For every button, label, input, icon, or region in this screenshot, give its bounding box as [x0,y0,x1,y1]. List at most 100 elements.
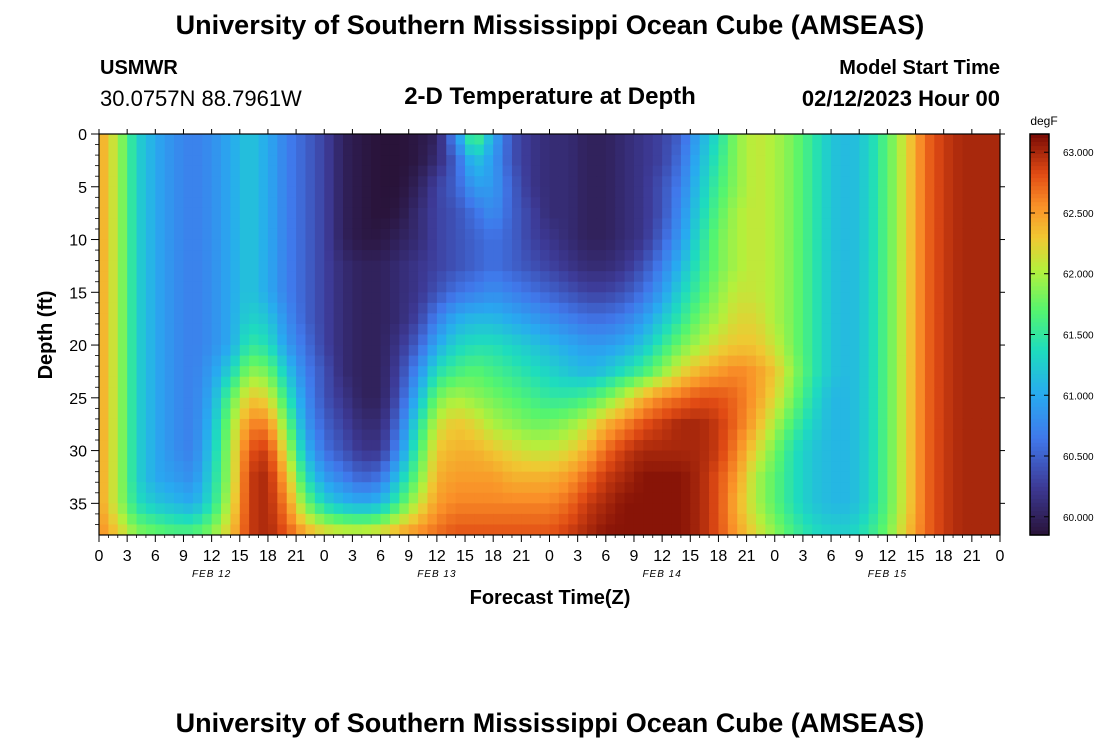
heatmap-cell [239,165,250,177]
heatmap-cell [831,355,842,367]
heatmap-cell [568,418,579,431]
heatmap-cell [971,218,982,230]
heatmap-cell [389,302,400,314]
heatmap-cell [896,239,907,251]
heatmap-cell [633,134,644,146]
heatmap-cell [352,376,363,388]
heatmap-cell [624,144,635,156]
heatmap-cell [971,134,982,146]
heatmap-cell [380,313,391,325]
heatmap-cell [962,355,973,367]
heatmap-cell [305,376,316,388]
day-label: FEB 12 [192,569,231,580]
heatmap-cell [164,313,175,325]
heatmap-cell [296,144,307,156]
heatmap-cell [906,355,917,367]
heatmap-cell [802,218,813,230]
heatmap-cell [314,345,325,357]
heatmap-cell [906,450,917,462]
heatmap-cell [324,207,335,220]
heatmap-cell [643,408,654,420]
heatmap-cell [371,440,382,452]
heatmap-cell [849,503,860,515]
heatmap-cell [211,313,222,325]
heatmap-cell [136,239,147,251]
heatmap-cell [540,376,551,388]
heatmap-cell [465,176,476,188]
heatmap-cell [981,271,992,283]
heatmap-cell [99,513,109,526]
heatmap-cell [615,387,626,399]
heatmap-cell [202,281,213,293]
heatmap-cell [277,461,288,473]
heatmap-cell [108,524,119,535]
heatmap-cell [605,176,616,188]
heatmap-cell [211,302,222,314]
heatmap-cell [361,239,372,251]
heatmap-cell [624,408,635,420]
heatmap-cell [502,503,513,515]
heatmap-cell [680,228,691,241]
heatmap-cell [277,260,288,272]
heatmap-cell [821,239,832,251]
heatmap-cell [465,281,476,293]
heatmap-cell [521,513,532,526]
heatmap-cell [774,228,785,241]
x-tick-label: 6 [151,548,160,565]
heatmap-cell [981,450,992,462]
heatmap-cell [558,376,569,388]
heatmap-cell [821,355,832,367]
colorbar-swatch [1030,518,1049,524]
heatmap-cell [831,376,842,388]
heatmap-cell [164,271,175,283]
x-tick-label: 3 [573,548,582,565]
heatmap-cell [727,440,738,452]
heatmap-cell [145,471,156,483]
heatmap-cell [915,503,926,515]
heatmap-cell [821,492,832,504]
heatmap-cell [183,440,194,452]
x-tick-label: 18 [259,548,277,565]
colorbar-swatch [1030,142,1049,147]
heatmap-cell [877,492,888,504]
heatmap-cell [962,134,973,146]
heatmap-cell [680,334,691,346]
heatmap-cell [427,239,438,251]
heatmap-cell [924,207,935,220]
heatmap-cell [314,165,325,177]
heatmap-cell [418,429,429,441]
heatmap-cell [221,408,231,420]
heatmap-cell [896,302,907,314]
heatmap-cell [981,408,992,420]
heatmap-cell [831,260,842,272]
heatmap-cell [145,228,156,241]
heatmap-cell [981,302,992,314]
heatmap-cell [127,239,138,251]
heatmap-cell [821,387,832,399]
heatmap-cell [418,366,429,378]
heatmap-cell [690,482,701,494]
heatmap-cell [117,197,128,209]
heatmap-cell [314,250,325,262]
heatmap-cell [953,250,964,262]
heatmap-cell [662,302,673,314]
heatmap-cell [286,302,297,314]
heatmap-cell [765,513,776,526]
heatmap-cell [690,218,701,230]
heatmap-cell [502,218,513,230]
heatmap-cell [174,302,185,314]
heatmap-cell [399,207,410,220]
heatmap-cell [164,334,175,346]
heatmap-cell [746,292,757,304]
heatmap-cell [127,461,138,473]
heatmap-cell [145,155,156,167]
heatmap-cell [164,450,175,462]
heatmap-cell [709,418,720,431]
heatmap-cell [821,440,832,452]
colorbar-swatch [1030,138,1049,143]
heatmap-cell [605,218,616,230]
heatmap-cell [446,408,457,420]
heatmap-cell [849,345,860,357]
heatmap-cell [924,429,935,441]
heatmap-cell [549,397,560,409]
